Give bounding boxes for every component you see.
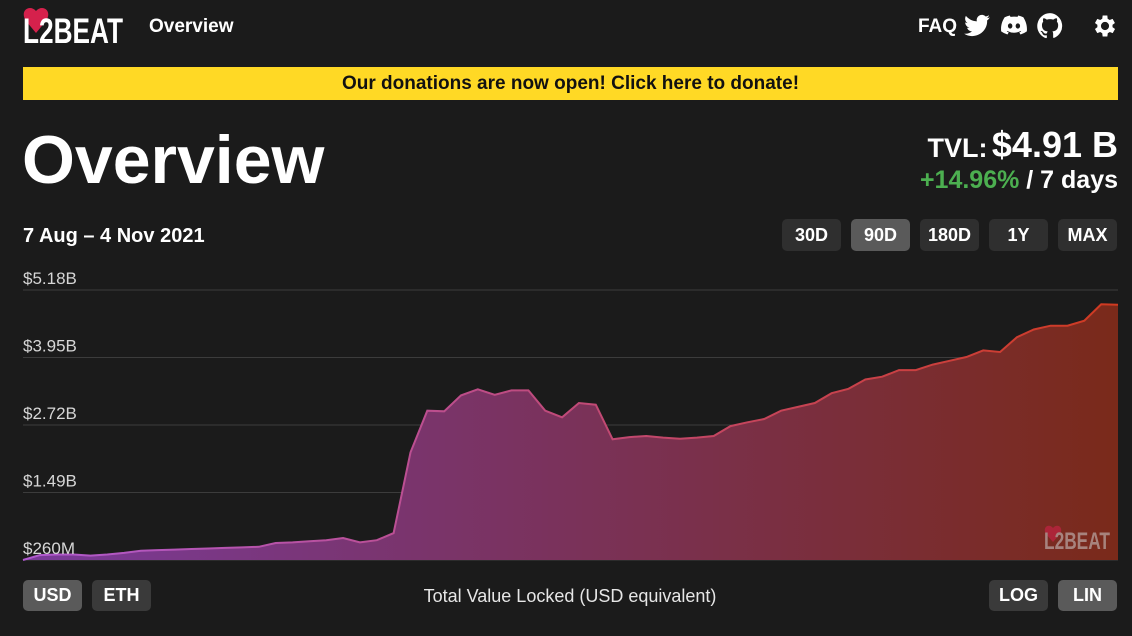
scale-log-button[interactable]: LOG bbox=[989, 580, 1048, 611]
date-range: 7 Aug – 4 Nov 2021 bbox=[23, 225, 205, 247]
y-tick-label: $260M bbox=[23, 539, 75, 558]
page-title: Overview bbox=[22, 122, 325, 198]
faq-link[interactable]: FAQ bbox=[918, 16, 958, 37]
nav-overview-link[interactable]: Overview bbox=[149, 16, 234, 37]
range-button-1y[interactable]: 1Y bbox=[989, 219, 1048, 251]
currency-eth-button[interactable]: ETH bbox=[92, 580, 151, 611]
range-button-180d[interactable]: 180D bbox=[920, 219, 979, 251]
tvl-summary: TVL: $4.91 B bbox=[927, 124, 1118, 166]
settings-icon[interactable] bbox=[1091, 12, 1119, 40]
github-icon[interactable] bbox=[1036, 12, 1064, 40]
range-button-30d[interactable]: 30D bbox=[782, 219, 841, 251]
range-button-90d[interactable]: 90D bbox=[851, 219, 910, 251]
top-navigation: L2BEAT Overview FAQ bbox=[0, 0, 1132, 58]
watermark-logo: L2BEAT bbox=[1044, 525, 1110, 555]
twitter-icon[interactable] bbox=[963, 12, 991, 40]
tvl-chart[interactable]: $5.18B $3.95B $2.72B $1.49B $260M L2BEAT bbox=[0, 262, 1132, 572]
y-tick-label: $3.95B bbox=[23, 337, 77, 356]
tvl-value: $4.91 B bbox=[991, 124, 1118, 165]
tvl-change-percent: +14.96% bbox=[919, 166, 1020, 194]
chart-caption: Total Value Locked (USD equivalent) bbox=[423, 586, 717, 606]
currency-usd-button[interactable]: USD bbox=[23, 580, 82, 611]
y-tick-label: $5.18B bbox=[23, 269, 77, 288]
donation-banner[interactable]: Our donations are now open! Click here t… bbox=[23, 67, 1118, 100]
scale-lin-button[interactable]: LIN bbox=[1058, 580, 1117, 611]
y-tick-label: $2.72B bbox=[23, 404, 77, 423]
tvl-area bbox=[23, 304, 1118, 560]
discord-icon[interactable] bbox=[1000, 12, 1028, 40]
l2beat-logo[interactable]: L2BEAT bbox=[22, 6, 126, 48]
range-button-max[interactable]: MAX bbox=[1058, 219, 1117, 251]
tvl-line bbox=[22, 303, 1119, 561]
logo-text: L2BEAT bbox=[23, 12, 123, 48]
tvl-change: +14.96% / 7 days bbox=[920, 166, 1118, 195]
tvl-change-period: / 7 days bbox=[1019, 166, 1118, 194]
tvl-label: TVL: bbox=[927, 133, 988, 163]
watermark-text: L2BEAT bbox=[1044, 528, 1110, 555]
y-tick-label: $1.49B bbox=[23, 472, 77, 491]
y-axis-labels: $5.18B $3.95B $2.72B $1.49B $260M bbox=[23, 269, 77, 558]
